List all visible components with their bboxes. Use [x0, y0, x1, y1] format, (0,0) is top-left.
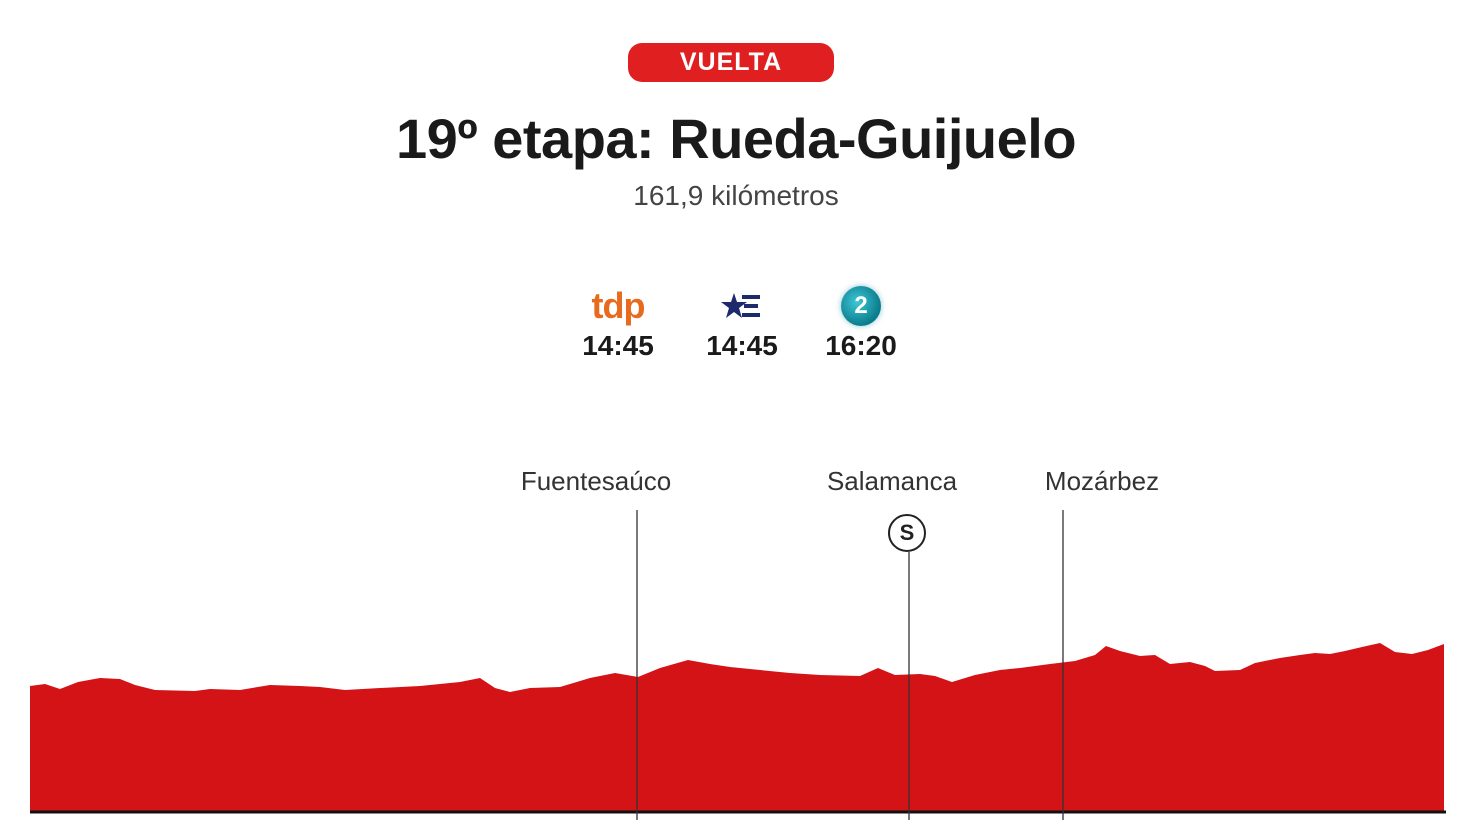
place-label: Salamanca	[826, 466, 958, 496]
channel-tdp: tdp 14:45	[553, 284, 683, 362]
place-label: Fuentesaúco	[520, 466, 672, 496]
elevation-area	[30, 643, 1444, 812]
tdp-logo: tdp	[591, 285, 646, 326]
broadcast-time: 14:45	[582, 330, 654, 361]
broadcast-time: 16:20	[825, 330, 897, 361]
stage-distance: 161,9 kilómetros	[633, 180, 839, 211]
place-label: Mozárbez	[1044, 466, 1160, 496]
race-badge: VUELTA	[628, 43, 834, 82]
channel-eurosport: 14:45	[677, 284, 807, 362]
eurosport-star-icon	[721, 293, 760, 318]
broadcast-time: 14:45	[706, 330, 778, 361]
la2-logo: 2	[841, 286, 881, 326]
stage-title: 19º etapa: Rueda-Guijuelo	[395, 107, 1077, 170]
channel-la2: 2 16:20	[796, 284, 926, 362]
sprint-marker: S	[888, 514, 926, 552]
